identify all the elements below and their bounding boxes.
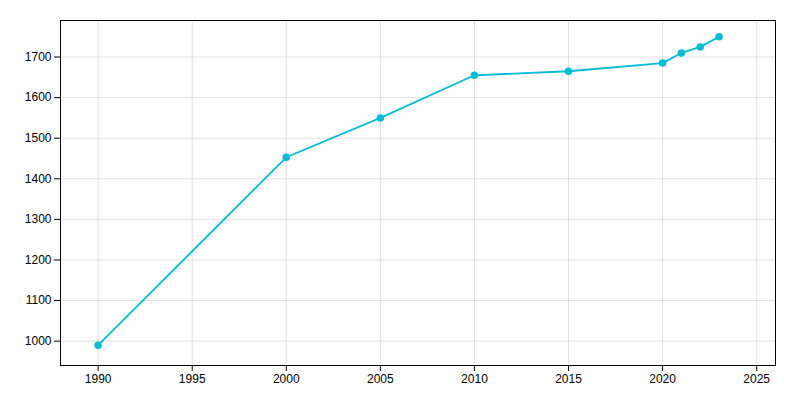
svg-text:1300: 1300	[25, 212, 52, 226]
svg-text:2010: 2010	[461, 372, 488, 386]
svg-text:1995: 1995	[179, 372, 206, 386]
svg-text:2015: 2015	[555, 372, 582, 386]
svg-text:1600: 1600	[25, 90, 52, 104]
svg-text:2000: 2000	[273, 372, 300, 386]
svg-text:1200: 1200	[25, 253, 52, 267]
svg-text:1700: 1700	[25, 50, 52, 64]
svg-text:2025: 2025	[743, 372, 770, 386]
svg-text:2020: 2020	[649, 372, 676, 386]
svg-text:1400: 1400	[25, 172, 52, 186]
svg-text:1000: 1000	[25, 334, 52, 348]
svg-text:1500: 1500	[25, 131, 52, 145]
svg-text:2005: 2005	[367, 372, 394, 386]
svg-text:1990: 1990	[85, 372, 112, 386]
svg-text:1100: 1100	[26, 293, 52, 307]
